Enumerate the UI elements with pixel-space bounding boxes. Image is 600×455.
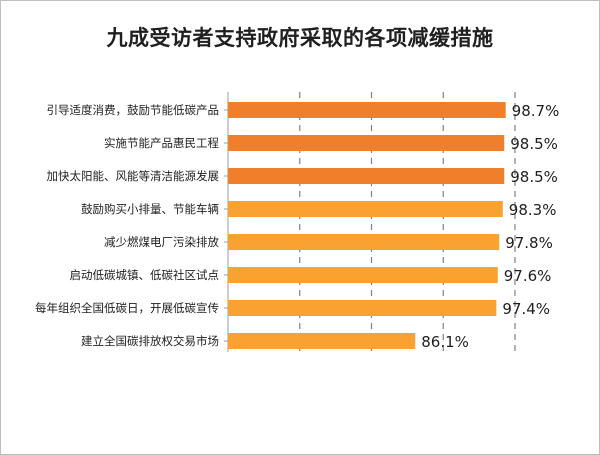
value-label: 98.7% [512,102,560,120]
chart-title: 九成受访者支持政府采取的各项减缓措施 [106,26,494,50]
category-label: 鼓励购买小排量、节能车辆 [81,202,219,216]
category-label: 减少燃煤电厂污染排放 [104,235,219,249]
category-label: 启动低碳城镇、低碳社区试点 [70,268,220,282]
category-label: 每年组织全国低碳日，开展低碳宣传 [35,301,219,315]
value-label: 98.5% [510,168,558,186]
bar [228,234,500,250]
value-label: 86.1% [421,333,469,351]
value-label: 98.5% [510,135,558,153]
category-label: 加快太阳能、风能等清洁能源发展 [47,169,220,183]
value-label: 97.6% [504,267,552,285]
bar [228,333,416,349]
value-label: 98.3% [509,201,557,219]
bar [228,135,505,151]
bar [228,168,505,184]
category-label: 实施节能产品惠民工程 [104,136,219,150]
value-label: 97.4% [502,300,550,318]
bar [228,102,506,118]
bar [228,201,503,217]
category-label: 建立全国碳排放权交易市场 [81,334,219,348]
bar [228,267,498,283]
bar [228,300,497,316]
value-label: 97.8% [505,234,553,252]
category-label: 引导适度消费，鼓励节能低碳产品 [47,103,220,117]
